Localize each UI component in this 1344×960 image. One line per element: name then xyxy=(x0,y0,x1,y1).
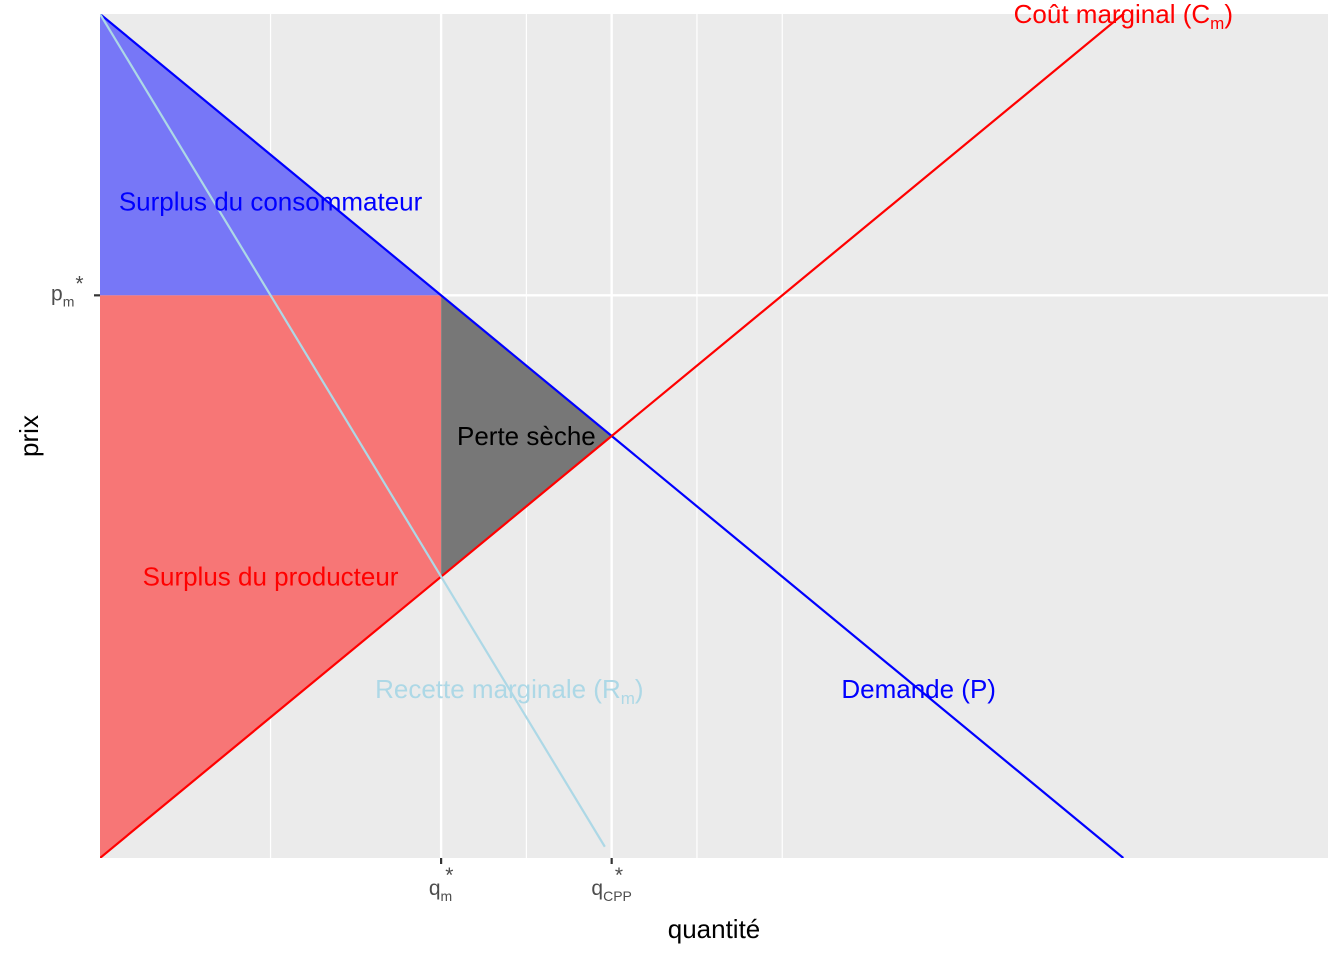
producer-surplus-label: Surplus du producteur xyxy=(143,562,399,592)
deadweight-loss-label: Perte sèche xyxy=(457,421,596,451)
demand-label: Demande (P) xyxy=(841,674,996,704)
curve-lines xyxy=(100,14,1126,858)
marginal-cost-label: Coût marginal (Cm) xyxy=(1014,0,1233,33)
marginal-cost-line xyxy=(100,14,1126,858)
x-axis-title: quantité xyxy=(668,914,761,944)
y-axis-title: prix xyxy=(14,415,44,457)
annotations: Surplus du consommateur Surplus du produc… xyxy=(119,0,1233,708)
marginal-revenue-label: Recette marginale (Rm) xyxy=(375,674,644,708)
consumer-surplus-label: Surplus du consommateur xyxy=(119,187,423,217)
axis-ticks: qm* qCPP* pm* xyxy=(51,272,632,904)
y-tick-label: pm* xyxy=(51,272,84,309)
x-tick-label: qCPP* xyxy=(591,864,631,904)
x-tick-label: qm* xyxy=(429,864,454,904)
deadweight-loss-area xyxy=(441,295,612,577)
marginal-revenue-line xyxy=(100,14,606,848)
